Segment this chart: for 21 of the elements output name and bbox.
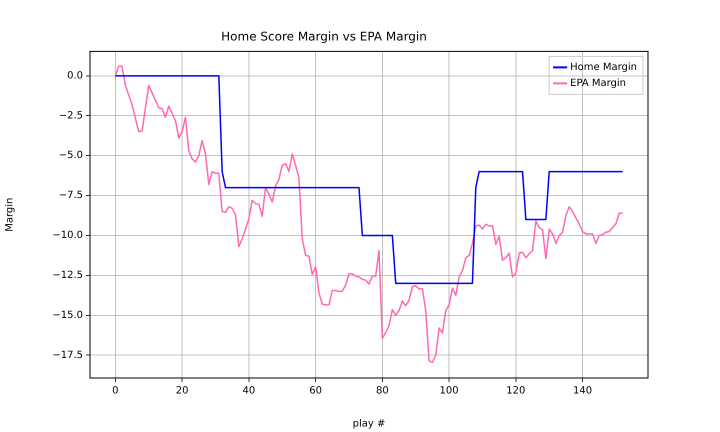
legend-label: EPA Margin — [570, 78, 626, 89]
y-tick-label: −17.5 — [52, 350, 83, 361]
y-tick-label: −10.0 — [52, 230, 83, 242]
x-tick-label: 120 — [506, 386, 526, 397]
y-tick-label: −12.5 — [52, 270, 83, 281]
x-tick-label: 40 — [242, 386, 256, 397]
legend-label: Home Margin — [570, 62, 638, 73]
x-tick-label: 100 — [440, 386, 459, 397]
x-tick-label: 0 — [112, 386, 119, 397]
y-tick-label: −15.0 — [52, 310, 83, 321]
y-tick-label: −5.0 — [58, 150, 83, 162]
x-axis-title: play # — [352, 418, 386, 430]
x-tick-label: 60 — [309, 386, 322, 397]
y-tick-label: −2.5 — [58, 110, 83, 122]
x-tick-label: 20 — [176, 386, 188, 397]
y-axis-title: Margin — [4, 198, 16, 232]
x-tick-label: 80 — [376, 386, 389, 397]
chart-title: Home Score Margin vs EPA Margin — [221, 29, 427, 44]
y-tick-label: −7.5 — [58, 190, 83, 202]
y-tick-label: 0.0 — [67, 70, 83, 82]
x-tick-label: 140 — [573, 386, 592, 397]
